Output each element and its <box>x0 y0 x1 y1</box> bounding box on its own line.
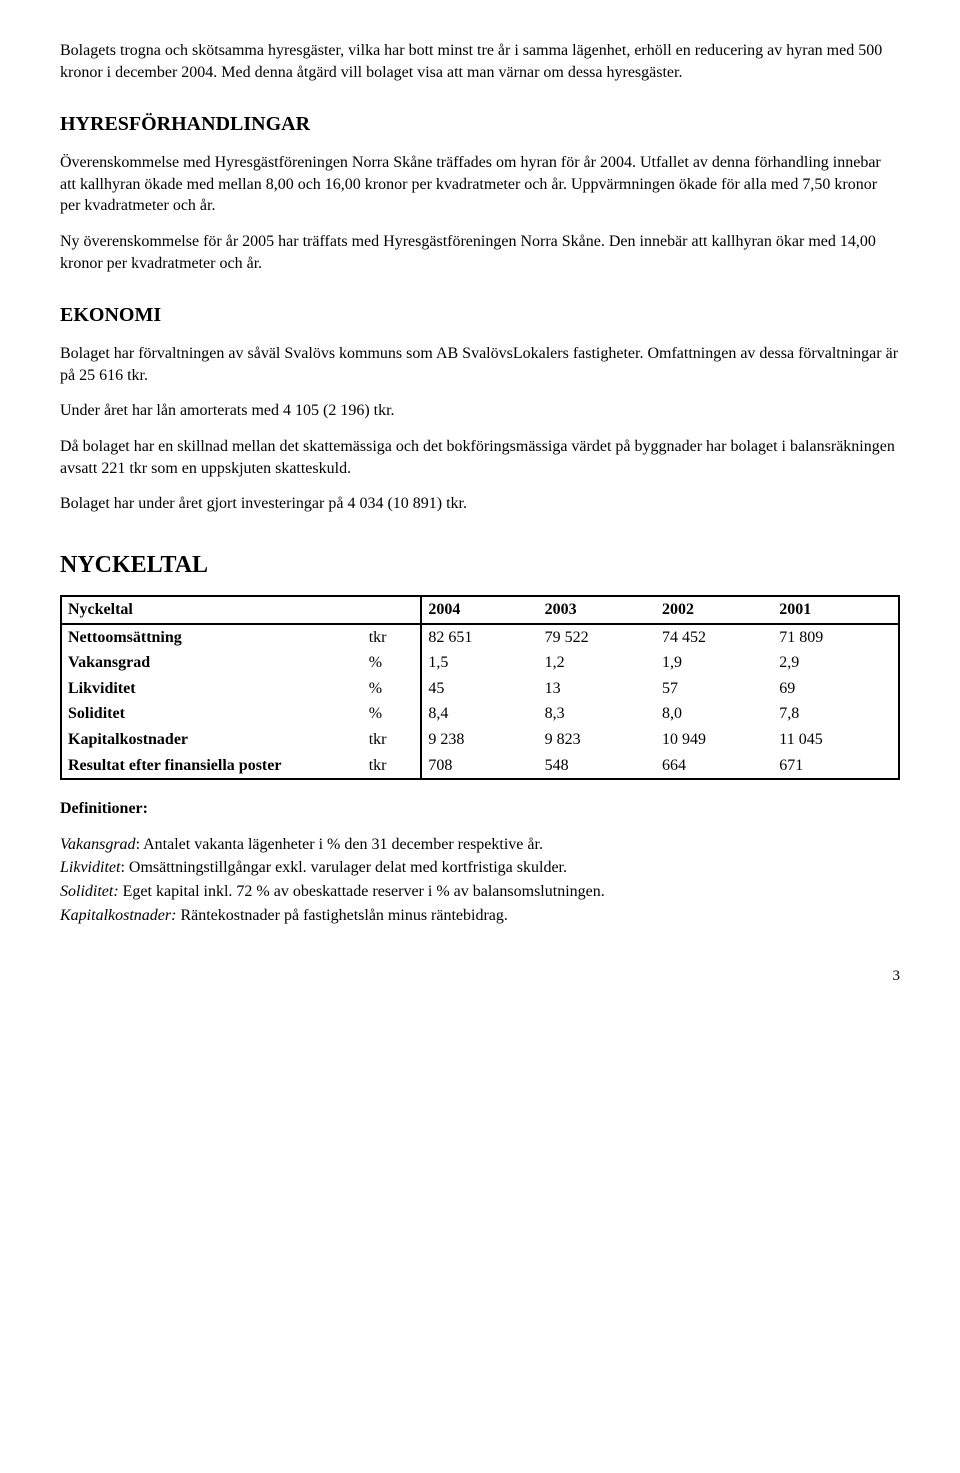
table-cell: 9 823 <box>539 727 656 753</box>
hyres-paragraph-2: Ny överenskommelse för år 2005 har träff… <box>60 231 900 274</box>
table-cell: 664 <box>656 753 773 780</box>
table-cell: Vakansgrad <box>61 650 363 676</box>
definition-text: : Omsättningstillgångar exkl. varulager … <box>120 859 567 876</box>
table-cell: Likviditet <box>61 676 363 702</box>
table-cell: Soliditet <box>61 701 363 727</box>
definition-line: Soliditet: Eget kapital inkl. 72 % av ob… <box>60 881 900 903</box>
table-cell: 9 238 <box>421 727 538 753</box>
table-cell: 71 809 <box>773 624 899 651</box>
table-cell: 548 <box>539 753 656 780</box>
table-cell: tkr <box>363 753 422 780</box>
ekonomi-paragraph-2: Under året har lån amorterats med 4 105 … <box>60 400 900 422</box>
table-cell: 69 <box>773 676 899 702</box>
table-cell: Kapitalkostnader <box>61 727 363 753</box>
table-header-cell: 2003 <box>539 596 656 624</box>
table-cell: Resultat efter finansiella poster <box>61 753 363 780</box>
table-cell: 74 452 <box>656 624 773 651</box>
ekonomi-paragraph-4: Bolaget har under året gjort investering… <box>60 493 900 515</box>
heading-nyckeltal: NYCKELTAL <box>60 549 900 581</box>
table-header-cell: Nyckeltal <box>61 596 363 624</box>
table-header-cell: 2004 <box>421 596 538 624</box>
table-cell: 82 651 <box>421 624 538 651</box>
nyckeltal-table: Nyckeltal 2004200320022001 Nettoomsättning… <box>60 595 900 780</box>
definition-term: Kapitalkostnader: <box>60 907 176 924</box>
table-cell: 45 <box>421 676 538 702</box>
table-cell: 708 <box>421 753 538 780</box>
table-cell: 671 <box>773 753 899 780</box>
table-header-cell: 2002 <box>656 596 773 624</box>
definition-text: : Antalet vakanta lägenheter i % den 31 … <box>136 836 543 853</box>
definition-line: Likviditet: Omsättningstillgångar exkl. … <box>60 857 900 879</box>
table-header-cell: 2001 <box>773 596 899 624</box>
table-cell: 8,0 <box>656 701 773 727</box>
table-cell: % <box>363 701 422 727</box>
heading-ekonomi: EKONOMI <box>60 302 900 329</box>
table-cell: 57 <box>656 676 773 702</box>
table-cell: tkr <box>363 624 422 651</box>
table-cell: 2,9 <box>773 650 899 676</box>
table-header-cell <box>363 596 422 624</box>
table-cell: 1,9 <box>656 650 773 676</box>
definitions-block: Vakansgrad: Antalet vakanta lägenheter i… <box>60 834 900 926</box>
table-cell: 7,8 <box>773 701 899 727</box>
table-cell: 1,2 <box>539 650 656 676</box>
hyres-paragraph-1: Överenskommelse med Hyresgästföreningen … <box>60 152 900 217</box>
intro-paragraph: Bolagets trogna och skötsamma hyresgäste… <box>60 40 900 83</box>
table-cell: 11 045 <box>773 727 899 753</box>
page-number: 3 <box>60 966 900 986</box>
table-cell: 1,5 <box>421 650 538 676</box>
table-cell: % <box>363 650 422 676</box>
definition-text: Eget kapital inkl. 72 % av obeskattade r… <box>119 883 605 900</box>
definition-line: Vakansgrad: Antalet vakanta lägenheter i… <box>60 834 900 856</box>
heading-hyresforhandlingar: HYRESFÖRHANDLINGAR <box>60 111 900 138</box>
table-cell: 8,4 <box>421 701 538 727</box>
definition-line: Kapitalkostnader: Räntekostnader på fast… <box>60 905 900 927</box>
table-cell: 79 522 <box>539 624 656 651</box>
table-cell: Nettoomsättning <box>61 624 363 651</box>
table-cell: 13 <box>539 676 656 702</box>
definition-term: Vakansgrad <box>60 836 136 853</box>
definition-term: Likviditet <box>60 859 120 876</box>
definition-text: Räntekostnader på fastighetslån minus rä… <box>176 907 507 924</box>
definition-term: Soliditet: <box>60 883 119 900</box>
ekonomi-paragraph-1: Bolaget har förvaltningen av såväl Svalö… <box>60 343 900 386</box>
definitions-title: Definitioner: <box>60 798 900 820</box>
table-cell: 10 949 <box>656 727 773 753</box>
ekonomi-paragraph-3: Då bolaget har en skillnad mellan det sk… <box>60 436 900 479</box>
table-cell: 8,3 <box>539 701 656 727</box>
table-cell: % <box>363 676 422 702</box>
table-cell: tkr <box>363 727 422 753</box>
